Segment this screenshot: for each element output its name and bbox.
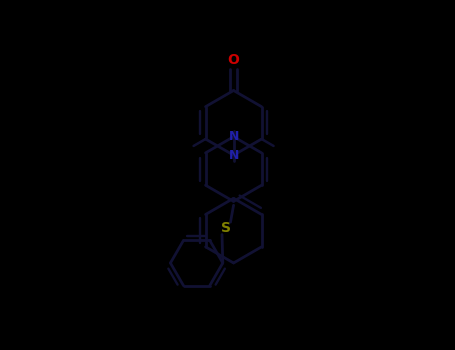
- Text: N: N: [228, 130, 239, 143]
- Text: O: O: [228, 52, 239, 66]
- Text: S: S: [221, 221, 231, 235]
- Text: N: N: [228, 149, 239, 162]
